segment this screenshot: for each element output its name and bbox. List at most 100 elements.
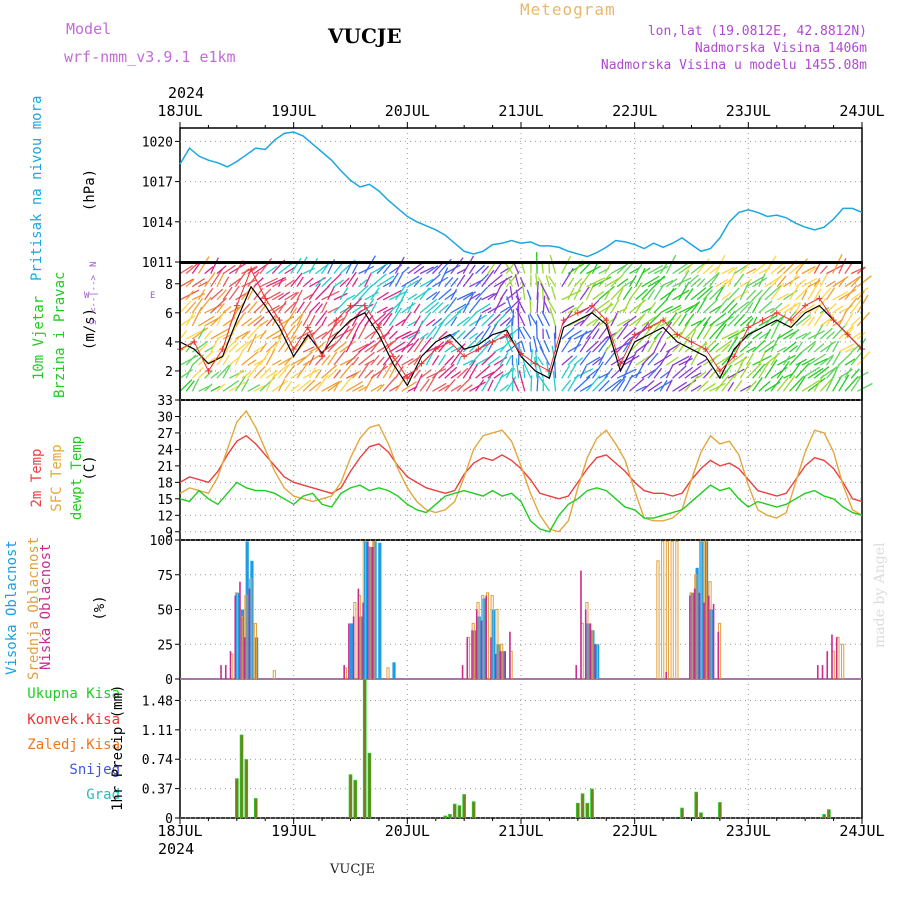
wind-arrow bbox=[462, 359, 474, 366]
wind-arrow bbox=[585, 321, 601, 340]
wind-arrow bbox=[450, 316, 458, 327]
wind-arrow bbox=[413, 277, 423, 288]
wind-arrow bbox=[832, 305, 844, 314]
wind-arrow bbox=[586, 277, 606, 288]
wind-arrow bbox=[520, 262, 526, 274]
lonlat-label: lon,lat (19.0812E, 42.8812N) bbox=[647, 24, 867, 39]
wind-arrow bbox=[696, 296, 708, 314]
wind-arrow bbox=[265, 328, 284, 340]
wind-arrow bbox=[339, 374, 355, 392]
cloud-high-bar bbox=[392, 662, 396, 679]
wind-arrow bbox=[308, 315, 316, 327]
wind-arrow bbox=[431, 355, 440, 366]
wind-arrow bbox=[610, 375, 627, 392]
wind-arrow bbox=[832, 375, 843, 392]
wind-arrow bbox=[610, 326, 623, 340]
wind-arrow bbox=[529, 341, 532, 353]
temp-y-tick-label: 24 bbox=[157, 443, 173, 458]
wind-arrow bbox=[801, 340, 817, 353]
wind-arrow bbox=[425, 318, 436, 327]
wind-arrow bbox=[746, 268, 757, 275]
precip-conv-bar bbox=[349, 775, 352, 818]
wind-arrow bbox=[850, 275, 862, 288]
cloud-y-tick-label: 25 bbox=[157, 638, 173, 653]
wind-arrow bbox=[610, 285, 624, 301]
wind-arrow bbox=[438, 330, 448, 340]
wind-arrow bbox=[456, 355, 463, 366]
year-bottom: 2024 bbox=[158, 840, 195, 858]
wind-arrow bbox=[296, 351, 313, 366]
wind-arrow bbox=[567, 363, 577, 379]
wind-arrow bbox=[807, 280, 821, 301]
wind-arrow bbox=[419, 337, 433, 353]
wind-arrow bbox=[290, 298, 300, 314]
wind-arrow bbox=[185, 328, 206, 340]
wind-arrow bbox=[259, 277, 278, 288]
wind-arrow bbox=[425, 326, 437, 340]
cloud-low-bar bbox=[239, 581, 241, 679]
wind-arrow bbox=[228, 285, 240, 301]
wind-arrow bbox=[776, 313, 787, 327]
wind-arrow bbox=[715, 374, 730, 392]
wind-arrow bbox=[592, 314, 603, 327]
wind-arrow bbox=[653, 330, 663, 340]
wind-arrow bbox=[351, 311, 361, 327]
wind-arrow bbox=[592, 290, 605, 301]
wind-arrow bbox=[770, 366, 788, 379]
wind-arrow bbox=[541, 310, 550, 327]
wind-arrow bbox=[561, 365, 571, 379]
wind-arrow bbox=[783, 275, 800, 288]
wind-arrow bbox=[567, 329, 583, 340]
cloud-low-bar bbox=[831, 634, 833, 679]
wind-arrow bbox=[191, 262, 201, 274]
wind-arrow bbox=[752, 331, 763, 340]
wind-arrow bbox=[468, 332, 478, 340]
wind-arrow bbox=[499, 352, 509, 366]
wind-arrow bbox=[776, 293, 790, 301]
wind-arrow bbox=[523, 363, 532, 379]
precip-conv-bar bbox=[827, 810, 831, 818]
wind-arrow bbox=[438, 339, 449, 353]
wind-arrow bbox=[370, 287, 380, 301]
wind-arrow bbox=[715, 283, 727, 301]
precip-conv-bar bbox=[576, 803, 580, 818]
wind-arrow bbox=[204, 304, 223, 314]
wind-arrow bbox=[481, 265, 490, 275]
wind-arrow bbox=[321, 301, 328, 314]
wind-arrow bbox=[616, 379, 626, 392]
wind-arrow bbox=[413, 265, 425, 275]
wind-arrow bbox=[345, 261, 353, 274]
wind-y-tick-label: 8 bbox=[165, 278, 173, 293]
wind-arrow bbox=[690, 302, 700, 314]
wind-arrow bbox=[641, 285, 655, 301]
wind-arrow bbox=[709, 305, 722, 314]
wind-arrow bbox=[684, 355, 693, 366]
wind-arrow bbox=[752, 297, 762, 314]
wind-arrow bbox=[543, 300, 551, 314]
wind-arrow bbox=[795, 375, 807, 392]
cloud-low-bar bbox=[575, 665, 578, 679]
wind-arrow bbox=[844, 275, 861, 288]
wind-arrow bbox=[241, 265, 258, 275]
cloud-low-bar bbox=[357, 588, 360, 679]
wind-arrow bbox=[351, 370, 360, 379]
wind-arrow bbox=[284, 279, 295, 288]
wind-arrow bbox=[358, 303, 374, 314]
wind-arrow bbox=[259, 301, 269, 314]
wind-arrow bbox=[308, 283, 321, 301]
cloud-low-bar bbox=[499, 651, 502, 679]
wind-arrow bbox=[813, 288, 822, 301]
x-tick-bottom-label: 23JUL bbox=[726, 822, 771, 840]
wind-arrow bbox=[228, 356, 240, 366]
wind-arrow bbox=[351, 261, 359, 274]
wind-arrow bbox=[425, 301, 440, 314]
wind-arrow bbox=[727, 329, 746, 340]
wind-arrow bbox=[444, 276, 454, 288]
wind-arrow bbox=[819, 265, 828, 275]
precip-conv-bar bbox=[695, 792, 698, 818]
wind-arrow bbox=[504, 335, 514, 353]
wind-arrow bbox=[247, 271, 260, 288]
wind-arrow bbox=[813, 278, 821, 288]
wind-arrow bbox=[801, 303, 815, 314]
wind-arrow bbox=[807, 342, 816, 353]
